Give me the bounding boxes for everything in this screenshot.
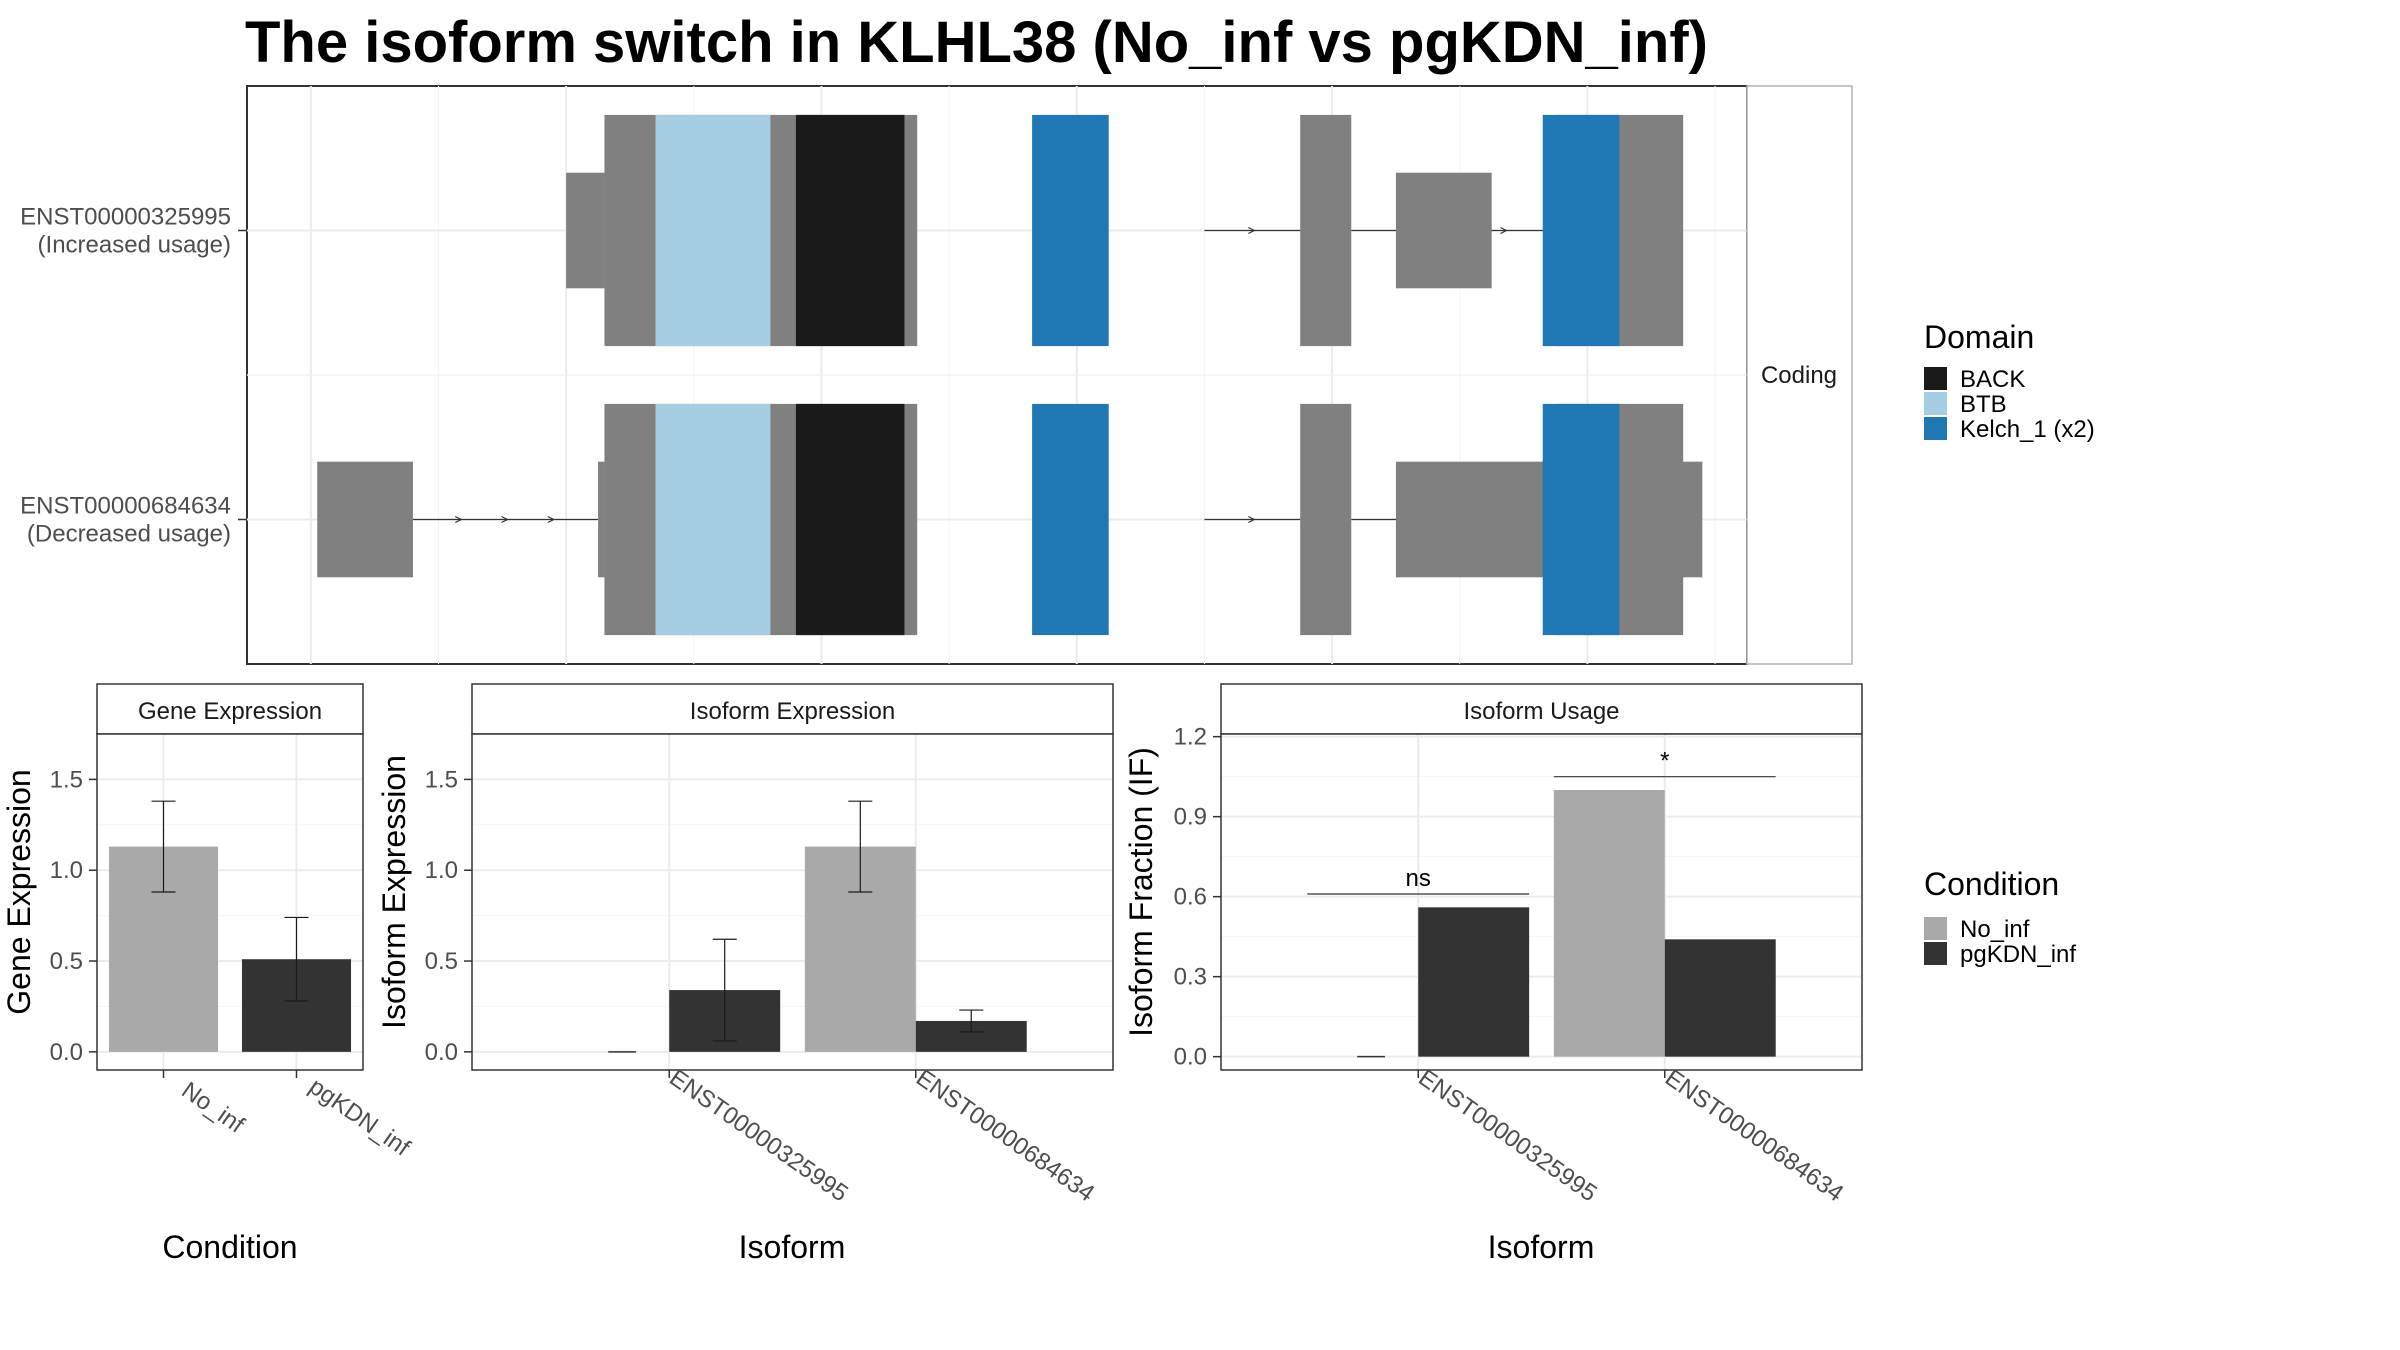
y-tick-label: 1.2 bbox=[1174, 724, 1207, 751]
condition-legend-title: Condition bbox=[1924, 866, 2059, 902]
isoform-track bbox=[317, 403, 1703, 636]
domain-legend-key bbox=[1924, 417, 1947, 440]
domain-kelch-1-x2 bbox=[1032, 403, 1109, 636]
isoform-label: ENST00000325995 bbox=[20, 204, 231, 231]
panel-frame bbox=[471, 733, 1114, 1071]
utr-exon bbox=[566, 172, 605, 289]
x-axis-title: Isoform bbox=[739, 1229, 846, 1265]
intron-arrow bbox=[454, 515, 463, 524]
y-tick-label: 0.5 bbox=[425, 948, 458, 975]
structure-marks bbox=[317, 114, 1703, 636]
intron-arrow bbox=[1500, 226, 1508, 235]
isoform-track bbox=[566, 114, 1684, 347]
y-tick-label: 1.5 bbox=[50, 766, 83, 793]
utr-exon bbox=[1395, 172, 1492, 289]
x-tick-label: ENST00000684634 bbox=[911, 1064, 1099, 1207]
panel-strip-title: Isoform Usage bbox=[1463, 698, 1619, 725]
condition-legend-label: pgKDN_inf bbox=[1960, 941, 2076, 968]
coding-exon bbox=[1300, 403, 1352, 636]
isoform-usage-label: (Increased usage) bbox=[38, 232, 231, 259]
intron-arrow bbox=[547, 515, 556, 524]
coding-strip-label: Coding bbox=[1761, 362, 1837, 389]
x-tick-label: ENST00000325995 bbox=[1413, 1064, 1601, 1207]
x-tick-label: No_inf bbox=[177, 1077, 250, 1139]
structure-isoform-labels: ENST00000325995(Increased usage) ENST0000… bbox=[20, 204, 247, 548]
coding-strip bbox=[1746, 85, 1853, 665]
domain-back bbox=[795, 114, 905, 347]
domain-btb bbox=[655, 114, 771, 347]
domain-legend-label: Kelch_1 (x2) bbox=[1960, 416, 2095, 443]
panel-strip bbox=[96, 683, 364, 735]
y-tick-label: 0.0 bbox=[425, 1039, 458, 1066]
domain-legend-label: BACK bbox=[1960, 366, 2025, 393]
x-tick-label: ENST00000684634 bbox=[1660, 1064, 1848, 1207]
panel-frame bbox=[96, 733, 364, 1071]
isoform-label: ENST00000684634 bbox=[20, 493, 231, 520]
panel-strip-title: Gene Expression bbox=[138, 698, 322, 725]
y-axis-title: Gene Expression bbox=[1, 769, 37, 1014]
y-tick-label: 0.3 bbox=[1174, 964, 1207, 991]
domain-legend-label: BTB bbox=[1960, 391, 2007, 418]
intron-arrow bbox=[1248, 515, 1256, 524]
bar bbox=[1418, 907, 1530, 1057]
y-axis-title: Isoform Fraction (IF) bbox=[1123, 747, 1159, 1037]
isoform-structure-panel: ENST00000325995(Increased usage) ENST0000… bbox=[20, 85, 1853, 665]
bar-panel-gene-expression: Gene Expression 0.0 0.5 1.0 1.5 No_inf pgKDN_i… bbox=[1, 683, 415, 1265]
y-tick-label: 0.0 bbox=[50, 1039, 83, 1066]
panel-strip bbox=[471, 683, 1114, 735]
utr-exon bbox=[598, 461, 605, 578]
y-axis-title: Isoform Expression bbox=[376, 755, 412, 1029]
domain-legend-key bbox=[1924, 392, 1947, 415]
x-tick-label: pgKDN_inf bbox=[304, 1073, 415, 1162]
condition-legend-label: No_inf bbox=[1960, 916, 2030, 943]
figure-title: The isoform switch in KLHL38 (No_inf vs … bbox=[245, 10, 1708, 75]
panel-strip-title: Isoform Expression bbox=[690, 698, 895, 725]
y-tick-label: 1.5 bbox=[425, 766, 458, 793]
significance-label: * bbox=[1660, 748, 1669, 775]
y-tick-label: 0.5 bbox=[50, 948, 83, 975]
bar-panel-isoform-expression: Isoform Expression 0.0 0.5 1.0 1.5 ENST000003… bbox=[376, 683, 1114, 1265]
condition-legend-key bbox=[1924, 917, 1947, 940]
bar bbox=[1664, 939, 1776, 1057]
significance-label: ns bbox=[1406, 865, 1431, 892]
panel-frame bbox=[1220, 733, 1863, 1071]
y-tick-label: 1.0 bbox=[425, 857, 458, 884]
x-tick-label: ENST00000325995 bbox=[664, 1064, 852, 1207]
domain-kelch-1-x2 bbox=[1032, 114, 1109, 347]
intron-arrow bbox=[1248, 226, 1256, 235]
bar bbox=[1553, 790, 1665, 1057]
bar-panel-isoform-usage: Isoform Usage 0.0 0.3 0.6 0.9 1.2 ns * ENST00000… bbox=[1123, 683, 1863, 1265]
y-tick-label: 0.0 bbox=[1174, 1044, 1207, 1071]
y-tick-label: 0.6 bbox=[1174, 884, 1207, 911]
domain-kelch-1-x2 bbox=[1542, 114, 1620, 347]
domain-legend-key bbox=[1924, 367, 1947, 390]
y-tick-label: 1.0 bbox=[50, 857, 83, 884]
domain-back bbox=[795, 403, 905, 636]
condition-legend-key bbox=[1924, 942, 1947, 965]
y-tick-label: 0.9 bbox=[1174, 804, 1207, 831]
domain-kelch-1-x2 bbox=[1542, 403, 1620, 636]
intron-arrow bbox=[501, 515, 509, 524]
panel-background bbox=[472, 734, 1113, 1070]
domain-legend-title: Domain bbox=[1924, 319, 2034, 355]
isoform-usage-label: (Decreased usage) bbox=[27, 521, 231, 548]
x-axis-title: Isoform bbox=[1488, 1229, 1595, 1265]
x-axis-title: Condition bbox=[162, 1229, 297, 1265]
domain-btb bbox=[655, 403, 771, 636]
utr-exon bbox=[317, 461, 413, 578]
coding-exon bbox=[1300, 114, 1352, 347]
bar-panels: Gene Expression 0.0 0.5 1.0 1.5 No_inf pgKDN_i… bbox=[1, 683, 1863, 1265]
